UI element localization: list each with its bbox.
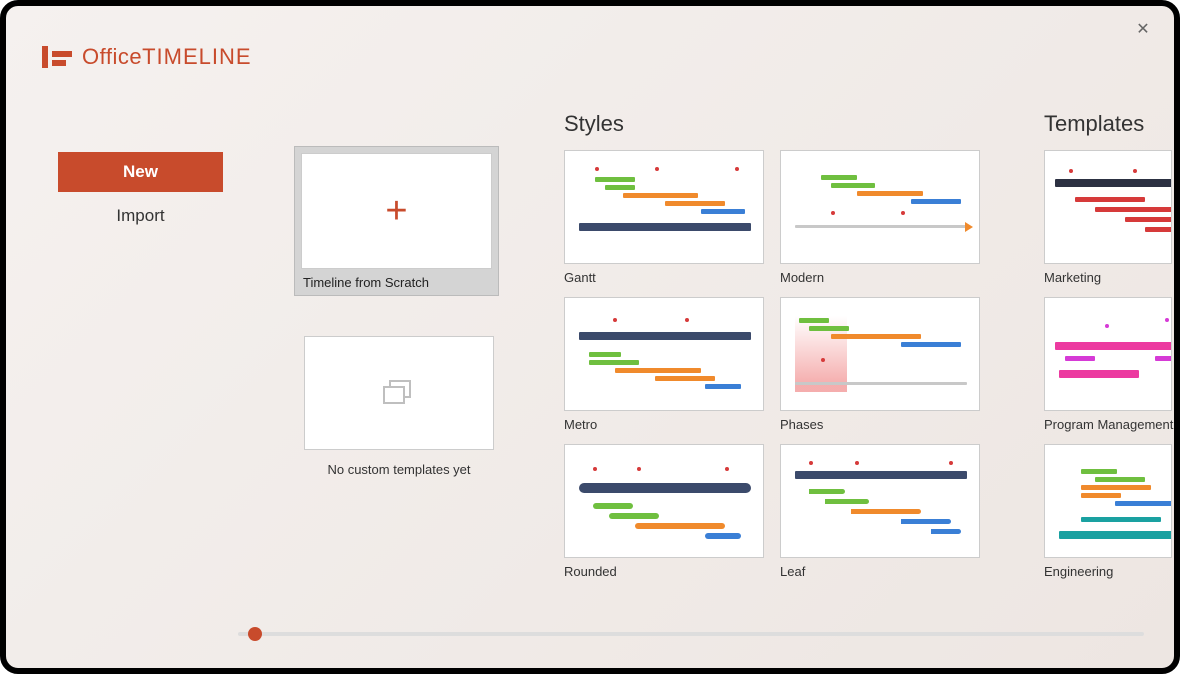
logo-icon [42,46,72,68]
styles-heading: Styles [564,111,624,137]
templates-heading: Templates [1044,111,1144,137]
template-gallery: Gantt Metro [564,150,1173,579]
custom-templates-label: No custom templates yet [304,462,494,477]
custom-templates-placeholder[interactable] [304,336,494,450]
thumb-modern [780,150,980,264]
style-card-phases[interactable]: Phases [780,297,980,432]
thumb-phases [780,297,980,411]
style-card-metro[interactable]: Metro [564,297,764,432]
style-card-leaf[interactable]: Leaf [780,444,980,579]
logo-text: OfficeTIMELINE [82,44,252,70]
stack-icon [382,379,416,407]
template-label: Program Management [1044,417,1173,432]
custom-templates-area: No custom templates yet [304,336,494,477]
style-label: Modern [780,270,980,285]
thumb-gantt [564,150,764,264]
timeline-from-scratch-card[interactable]: + Timeline from Scratch [294,146,499,296]
thumb-marketing [1044,150,1172,264]
template-card-engineering[interactable]: Engineering [1044,444,1173,579]
template-card-marketing[interactable]: Marketing [1044,150,1173,285]
close-button[interactable]: ✕ [1134,22,1152,40]
scratch-area: + Timeline from Scratch [294,146,499,296]
style-label: Phases [780,417,980,432]
thumb-engineering [1044,444,1172,558]
style-label: Leaf [780,564,980,579]
style-card-rounded[interactable]: Rounded [564,444,764,579]
style-label: Gantt [564,270,764,285]
dialog-window: ✕ OfficeTIMELINE New Import + Timeline f… [0,0,1180,674]
template-label: Marketing [1044,270,1173,285]
style-label: Metro [564,417,764,432]
template-label: Engineering [1044,564,1173,579]
scratch-label: Timeline from Scratch [301,269,492,290]
app-logo: OfficeTIMELINE [42,44,252,70]
style-card-modern[interactable]: Modern [780,150,980,285]
thumb-leaf [780,444,980,558]
sidebar: New Import [58,152,223,240]
thumb-rounded [564,444,764,558]
scratch-preview: + [301,153,492,269]
thumb-program-management [1044,297,1172,411]
scrollbar-thumb[interactable] [248,627,262,641]
sidebar-import-button[interactable]: Import [58,196,223,236]
thumb-metro [564,297,764,411]
sidebar-new-button[interactable]: New [58,152,223,192]
style-label: Rounded [564,564,764,579]
horizontal-scrollbar[interactable] [238,632,1144,636]
style-card-gantt[interactable]: Gantt [564,150,764,285]
template-card-program-management[interactable]: Program Management [1044,297,1173,432]
plus-icon: + [385,192,407,230]
